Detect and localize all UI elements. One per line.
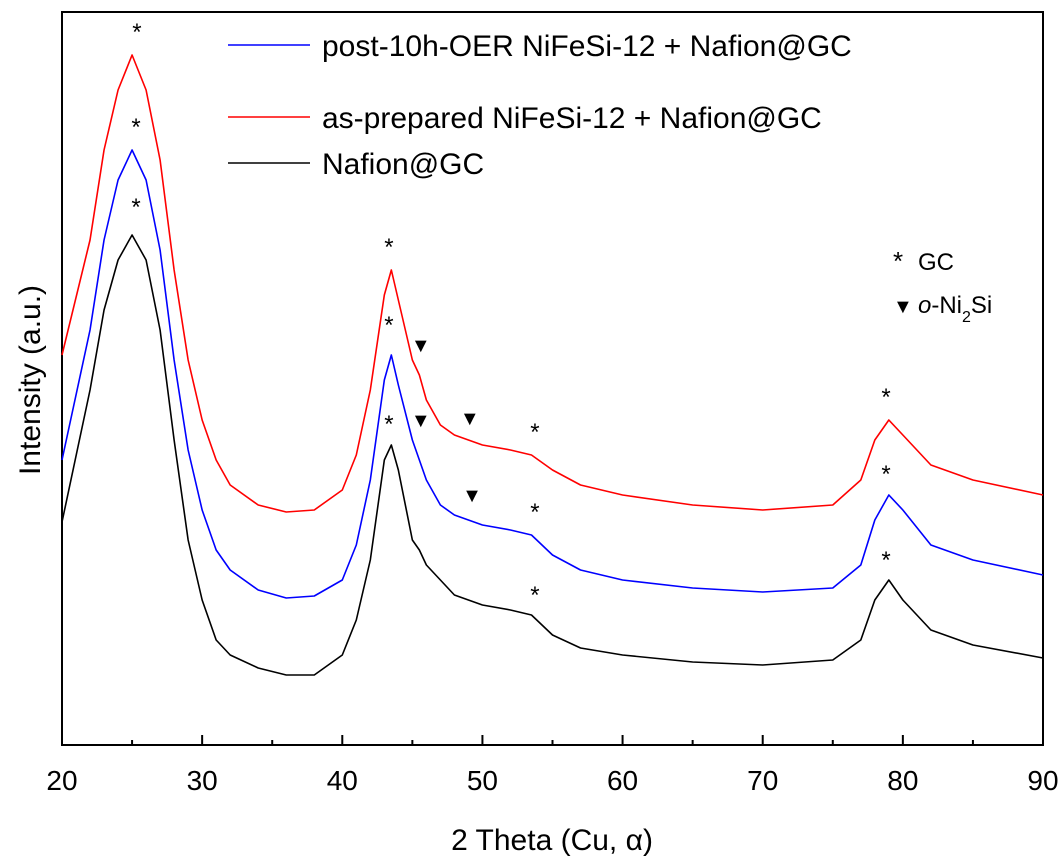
data-line: [61, 149, 1044, 599]
peak-annotation: *: [881, 547, 890, 574]
marker-legend-symbol: ▼: [893, 296, 913, 318]
peak-annotation: ▼: [460, 408, 480, 430]
peak-annotation: ▼: [411, 410, 431, 432]
x-tick-label: 90: [1027, 765, 1058, 796]
peak-annotation: *: [384, 234, 393, 261]
marker-legend-label: GC: [918, 249, 954, 276]
peak-annotation: *: [530, 499, 539, 526]
data-line: [61, 234, 1044, 676]
marker-legend-label: o-Ni2Si: [918, 292, 992, 326]
marker-legend-part: Si: [971, 292, 992, 319]
marker-legend-part: GC: [918, 249, 954, 276]
x-tick-label: 20: [46, 765, 77, 796]
legend-label: Nafion@GC: [322, 148, 484, 181]
marker-legend-symbol: *: [893, 246, 903, 276]
y-axis-label: Intensity (a.u.): [14, 285, 47, 475]
legend-label: post-10h-OER NiFeSi-12 + Nafion@GC: [322, 30, 852, 63]
peak-annotation: *: [132, 19, 141, 46]
peak-annotation: *: [131, 114, 140, 141]
peak-annotation: *: [881, 461, 890, 488]
x-tick-label: 50: [467, 765, 498, 796]
x-tick-label: 40: [327, 765, 358, 796]
peak-annotation: ▼: [411, 335, 431, 357]
legend-label: as-prepared NiFeSi-12 + Nafion@GC: [322, 102, 822, 135]
peak-annotation: *: [881, 384, 890, 411]
marker-legend-part: o: [918, 292, 931, 319]
peak-annotation: *: [530, 582, 539, 609]
x-tick-label: 80: [887, 765, 918, 796]
marker-legend-part: -Ni: [931, 292, 962, 319]
x-axis-label: 2 Theta (Cu, α): [451, 824, 653, 857]
x-tick-label: 70: [747, 765, 778, 796]
x-tick-label: 30: [187, 765, 218, 796]
data-line: [61, 54, 1044, 513]
peak-annotation: *: [384, 312, 393, 339]
marker-legend-part: 2: [962, 309, 971, 326]
peak-annotation: *: [131, 194, 140, 221]
peak-annotation: *: [530, 419, 539, 446]
x-tick-label: 60: [607, 765, 638, 796]
peak-annotation: ▼: [462, 485, 482, 507]
peak-annotation: *: [384, 411, 393, 438]
